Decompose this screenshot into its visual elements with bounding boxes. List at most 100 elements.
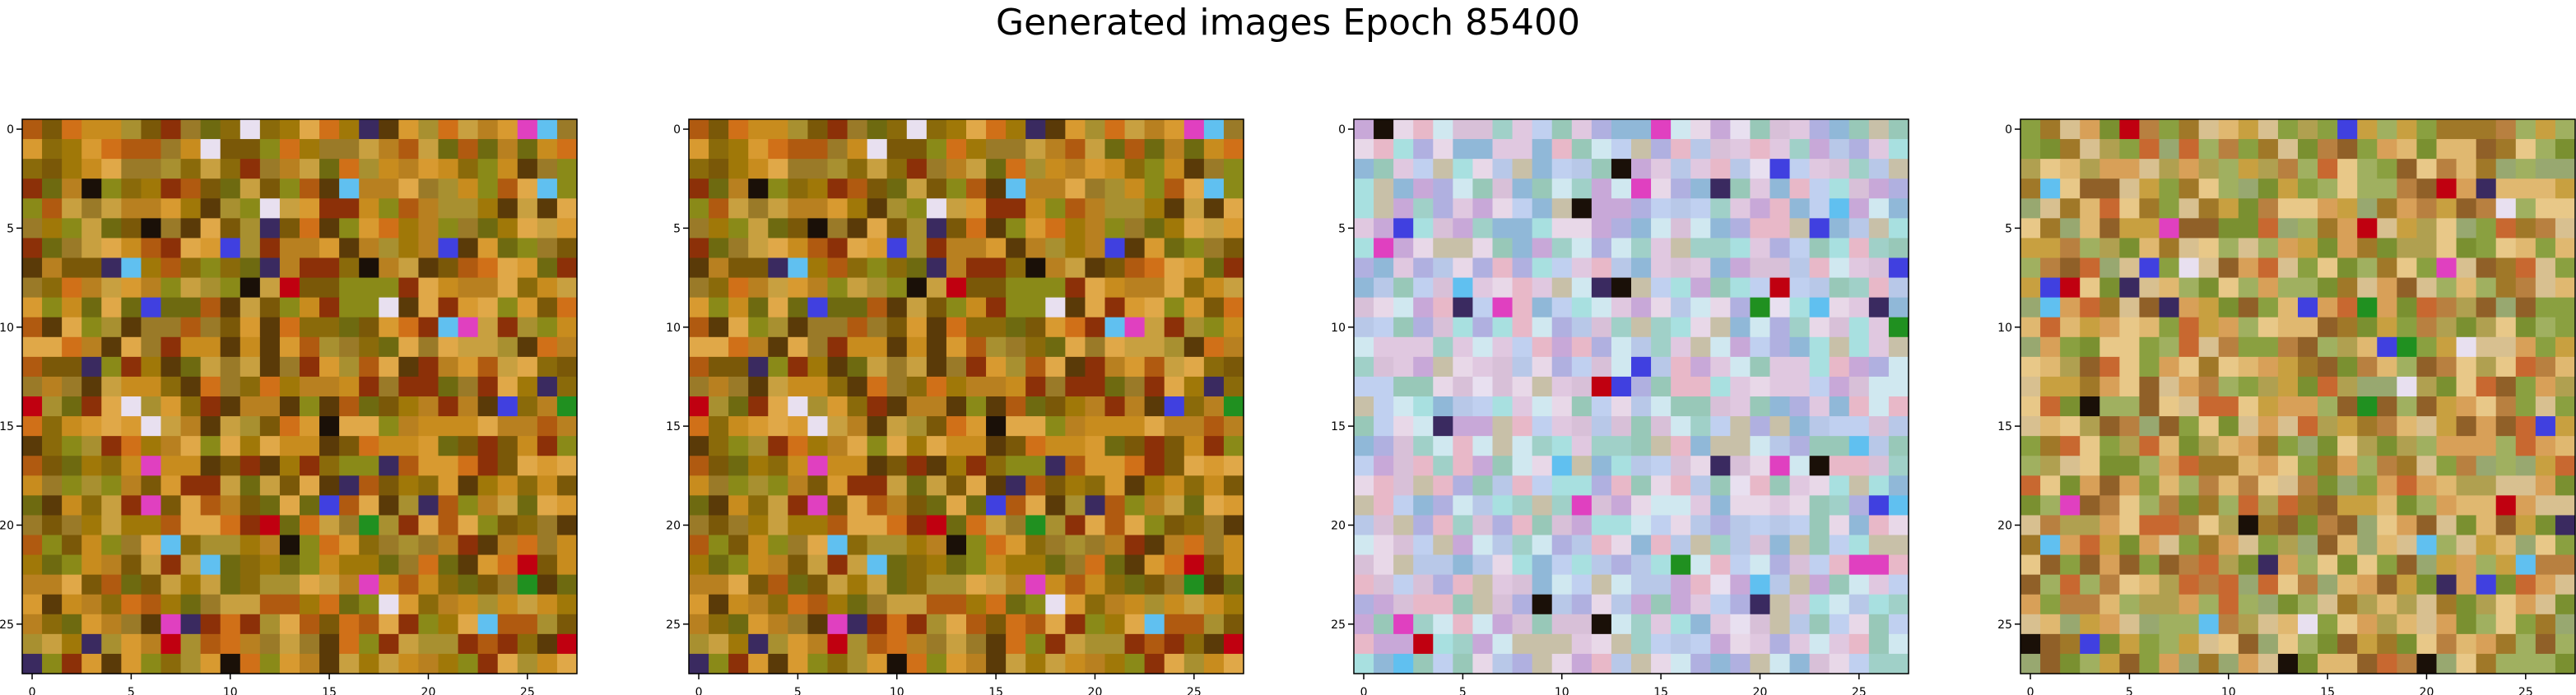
pixel-cell [2495, 159, 2517, 179]
pixel-cell [2178, 119, 2200, 140]
pixel-cell [986, 475, 1007, 496]
pixel-cell [160, 633, 182, 655]
pixel-cell [1750, 159, 1771, 179]
pixel-cell [2436, 336, 2457, 358]
pixel-cell [1888, 475, 1909, 496]
pixel-cell [160, 535, 182, 556]
pixel-cell [728, 317, 749, 338]
pixel-cell [1551, 653, 1573, 674]
pixel-cell [1104, 495, 1126, 517]
pixel-cell [477, 416, 499, 437]
pixel-cell [497, 574, 518, 595]
pixel-cell [556, 515, 578, 536]
pixel-cell [1393, 594, 1414, 615]
pixel-cell [1065, 456, 1086, 476]
pixel-cell [1453, 356, 1474, 378]
pixel-cell [1750, 238, 1771, 259]
pixel-cell [1045, 178, 1066, 199]
pixel-cell [101, 653, 122, 674]
pixel-cell [1085, 574, 1106, 595]
pixel-cell [2178, 436, 2200, 456]
pixel-cell [517, 535, 538, 556]
pixel-cell [1472, 633, 1494, 655]
pixel-cell [2020, 198, 2041, 219]
pixel-cell [1690, 356, 1711, 378]
pixel-cell [141, 218, 162, 239]
pixel-cell [239, 535, 261, 556]
pixel-cell [2040, 139, 2061, 160]
pixel-cell [1453, 475, 1474, 496]
pixel-cell [1809, 159, 1830, 179]
pixel-cell [2476, 633, 2497, 655]
pixel-cell [1551, 416, 1573, 437]
pixel-cell [2238, 277, 2259, 299]
pixel-cell [827, 614, 849, 635]
pixel-cell [180, 515, 202, 536]
figure-title: Generated images Epoch 85400 [995, 2, 1581, 44]
pixel-cell [438, 554, 459, 576]
pixel-cell [748, 277, 769, 299]
pixel-cell [458, 633, 479, 655]
pixel-cell [1045, 594, 1066, 615]
pixel-cell [556, 594, 578, 615]
pixel-cell [1183, 396, 1205, 417]
pixel-cell [1413, 633, 1434, 655]
pixel-cell [300, 178, 320, 199]
pixel-cell [788, 475, 809, 496]
pixel-cell [1611, 456, 1632, 476]
pixel-cell [2119, 515, 2141, 536]
pixel-cell [1453, 515, 1474, 536]
pixel-cell [556, 456, 578, 476]
pixel-cell [1203, 139, 1225, 160]
pixel-cell [1354, 594, 1374, 615]
pixel-cell [556, 297, 578, 318]
pixel-cell [1164, 198, 1185, 219]
pixel-cell [1104, 396, 1126, 417]
pixel-cell [200, 396, 221, 417]
pixel-cell [438, 198, 459, 219]
pixel-cell [1651, 356, 1672, 378]
pixel-cell [1223, 119, 1244, 140]
x-tick-label: 20 [1088, 686, 1103, 695]
pixel-cell [81, 119, 102, 140]
pixel-cell [946, 574, 967, 595]
pixel-cell [22, 336, 43, 358]
pixel-cell [2238, 119, 2259, 140]
pixel-cell [1848, 139, 1870, 160]
pixel-cell [906, 257, 928, 279]
pixel-cell [2139, 633, 2160, 655]
pixel-cell [319, 297, 340, 318]
pixel-cell [867, 218, 888, 239]
pixel-cell [497, 178, 518, 199]
pixel-cell [279, 495, 300, 517]
pixel-cell [1472, 119, 1494, 140]
pixel-cell [2020, 653, 2041, 674]
pixel-cell [2476, 396, 2497, 417]
pixel-cell [1551, 633, 1573, 655]
pixel-cell [728, 594, 749, 615]
pixel-cell [926, 119, 947, 140]
pixel-cell [748, 159, 769, 179]
pixel-cell [966, 297, 987, 318]
pixel-cell [1393, 238, 1414, 259]
pixel-cell [867, 317, 888, 338]
pixel-cell [2178, 376, 2200, 397]
pixel-cell [1492, 554, 1514, 576]
pixel-cell [1551, 119, 1573, 140]
pixel-cell [768, 336, 788, 358]
pixel-cell [1512, 574, 1533, 595]
pixel-cell [768, 574, 788, 595]
pixel-cell [418, 198, 439, 219]
pixel-cell [556, 178, 578, 199]
pixel-cell [81, 495, 102, 517]
pixel-cell [827, 317, 849, 338]
pixel-cell [517, 653, 538, 674]
pixel-cell [946, 257, 967, 279]
pixel-cell [2020, 535, 2041, 556]
pixel-cell [788, 535, 809, 556]
pixel-cell [359, 574, 379, 595]
pixel-cell [1085, 456, 1106, 476]
pixel-cell [2139, 178, 2160, 199]
pixel-cell [2218, 336, 2239, 358]
pixel-cell [2139, 317, 2160, 338]
